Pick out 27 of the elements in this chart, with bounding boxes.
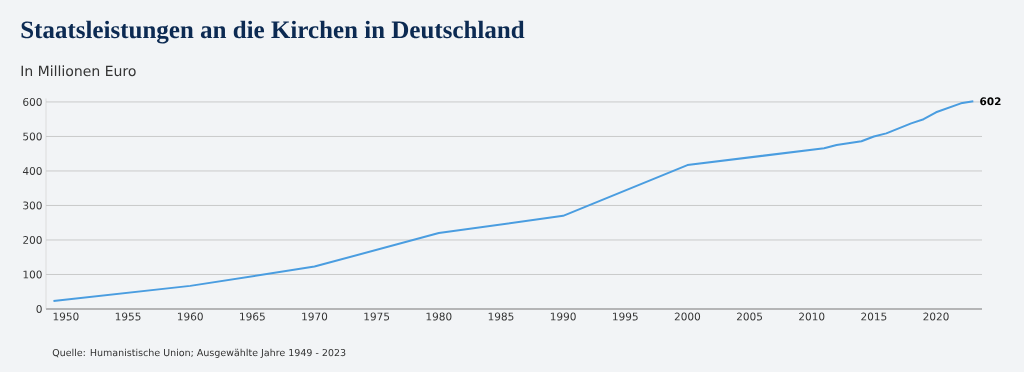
data-label: 602 <box>980 97 1001 106</box>
x-tick-label: 2005 <box>736 312 762 321</box>
x-tick-label: 1985 <box>488 312 514 321</box>
x-tick-label: 1995 <box>613 312 638 321</box>
x-tick-label: 2015 <box>861 312 887 321</box>
y-tick-label: 600 <box>23 97 42 106</box>
line-series <box>52 100 975 303</box>
x-tick-label: 1975 <box>364 312 390 321</box>
x-tick-label: 1990 <box>550 312 576 321</box>
x-tick-label: 2020 <box>923 312 949 321</box>
y-tick-label: 400 <box>22 166 42 175</box>
y-tick-label: 300 <box>23 201 42 210</box>
x-tick-label: 1960 <box>177 312 203 321</box>
x-tick-label: 1965 <box>240 312 265 321</box>
y-tick-label: 0 <box>36 305 42 313</box>
source-note: Quelle: Humanistische Union; Ausgewählte Jahre 1949 - 2023 <box>52 348 346 358</box>
y-tick-label: 500 <box>23 132 42 141</box>
x-tick-label: 1980 <box>426 312 452 321</box>
x-tick-label: 1950 <box>53 312 79 321</box>
y-tick-label: 200 <box>23 236 42 244</box>
chart-title: Staatsleistungen an die Kirchen in Deutschland <box>21 20 525 44</box>
x-tick-label: 1955 <box>115 312 141 321</box>
x-tick-label: 2010 <box>799 312 825 321</box>
x-tick-label: 2000 <box>674 312 701 321</box>
chart-subtitle: In Millionen Euro <box>21 65 136 77</box>
y-tick-label: 100 <box>23 270 42 279</box>
x-tick-label: 1970 <box>302 312 328 321</box>
